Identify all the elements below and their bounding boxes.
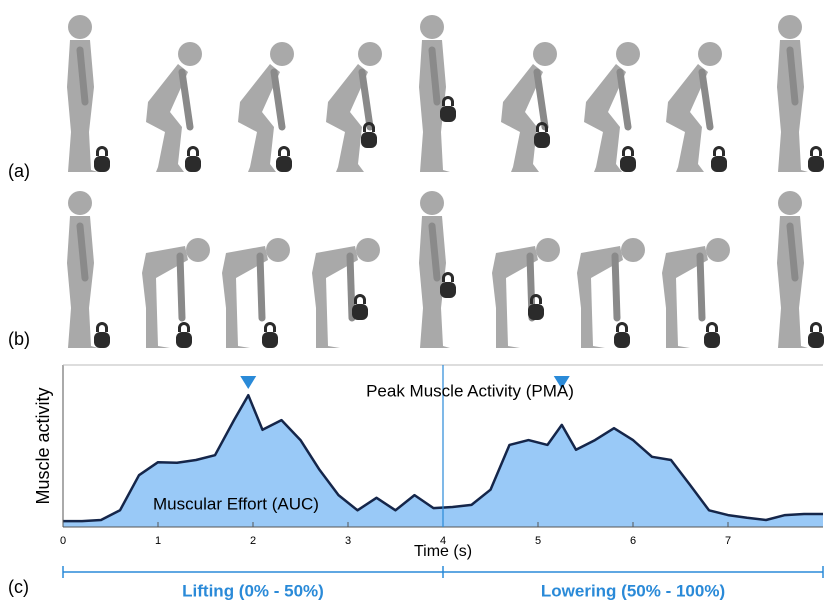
x-tick-label: 3 bbox=[345, 535, 351, 547]
x-tick-label: 5 bbox=[535, 535, 541, 547]
x-tick-label: 4 bbox=[440, 535, 446, 547]
annotation: Muscular Effort (AUC) bbox=[153, 494, 319, 513]
x-tick-label: 6 bbox=[630, 535, 636, 547]
peak-marker bbox=[553, 376, 570, 389]
area bbox=[63, 395, 823, 527]
peak-marker bbox=[240, 376, 257, 389]
annotation: Peak Muscle Activity (PMA) bbox=[366, 381, 574, 400]
panel-label: (c) bbox=[8, 577, 29, 597]
silhouettes-a bbox=[67, 15, 824, 172]
y-axis-label: Muscle activity bbox=[33, 387, 53, 504]
x-axis-label: Time (s) bbox=[414, 543, 472, 560]
phase-label: Lowering (50% - 100%) bbox=[541, 581, 725, 600]
plot: 0 1 2 3 4 5 6 7 Peak Muscle Activity (PMA) Muscul… bbox=[60, 364, 824, 600]
silhouettes-b bbox=[67, 191, 824, 348]
x-tick-label: 7 bbox=[725, 535, 731, 547]
x-tick-label: 0 bbox=[60, 535, 66, 547]
x-tick-label: 2 bbox=[250, 535, 256, 547]
panel-label: (a) bbox=[8, 161, 30, 181]
panel-label: (b) bbox=[8, 329, 30, 349]
phase-label: Lifting (0% - 50%) bbox=[182, 581, 324, 600]
x-tick-label: 1 bbox=[155, 535, 161, 547]
